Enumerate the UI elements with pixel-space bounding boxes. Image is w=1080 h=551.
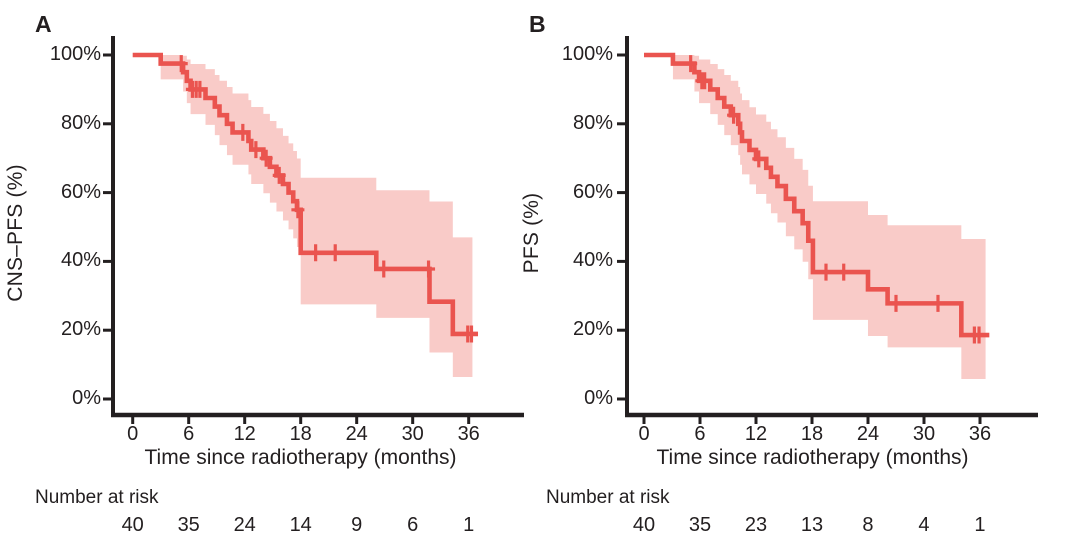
number-at-risk-count: 40 (632, 514, 656, 536)
panel-a-label: A (35, 11, 52, 37)
y-tick-label: 60% (572, 180, 613, 203)
number-at-risk-count: 14 (289, 514, 312, 536)
x-tick-label: 6 (183, 423, 195, 445)
x-tick-label: 12 (744, 423, 768, 445)
number-at-risk-count: 1 (974, 514, 986, 536)
censor-marks (684, 55, 986, 344)
y-tick-label: 0% (72, 387, 101, 409)
number-at-risk-count: 8 (862, 514, 874, 536)
y-tick-label: 80% (572, 111, 613, 134)
panel-b-label: B (529, 11, 546, 37)
number-at-risk-count: 35 (688, 514, 712, 536)
number-at-risk-count: 40 (121, 514, 144, 536)
y-tick-label: 20% (60, 318, 101, 341)
y-tick-label: 40% (572, 249, 613, 272)
x-tick-label: 30 (912, 423, 936, 445)
number-at-risk-count: 4 (918, 514, 930, 536)
panel-a-x-axis-title: Time since radiotherapy (months) (144, 446, 457, 469)
panel-b-number-at-risk-label: Number at risk (546, 487, 670, 508)
y-tick-label: 60% (60, 180, 101, 203)
panel-a-number-at-risk-label: Number at risk (35, 487, 159, 508)
x-tick-label: 18 (800, 423, 824, 445)
number-at-risk-count: 9 (351, 514, 363, 536)
y-tick-label: 80% (60, 111, 101, 134)
x-tick-label: 36 (457, 423, 480, 445)
x-tick-label: 6 (694, 423, 706, 445)
number-at-risk-count: 1 (463, 514, 475, 536)
confidence-band (672, 55, 986, 380)
x-tick-label: 0 (127, 423, 139, 445)
y-tick-label: 20% (572, 318, 613, 341)
confidence-band (160, 55, 473, 377)
number-at-risk-count: 23 (744, 514, 768, 536)
x-tick-label: 30 (401, 423, 424, 445)
number-at-risk-count: 24 (233, 514, 256, 536)
panel-b-x-axis-title: Time since radiotherapy (months) (656, 446, 969, 469)
y-tick-label: 0% (584, 387, 613, 409)
y-tick-label: 100% (561, 43, 613, 65)
x-tick-label: 18 (289, 423, 312, 445)
y-tick-label: 100% (49, 43, 101, 65)
number-at-risk-count: 35 (177, 514, 200, 536)
censor-marks (174, 55, 478, 343)
panel-b-y-axis-title: PFS (%) (520, 192, 543, 274)
y-tick-label: 40% (60, 249, 101, 272)
panel-a-y-axis-title: CNS–PFS (%) (4, 164, 27, 302)
x-tick-label: 24 (856, 423, 880, 445)
number-at-risk-count: 13 (800, 514, 824, 536)
survival-curve (644, 52, 990, 338)
x-tick-label: 0 (638, 423, 650, 445)
number-at-risk-count: 6 (407, 514, 419, 536)
x-tick-label: 12 (233, 423, 256, 445)
x-tick-label: 24 (345, 423, 368, 445)
x-tick-label: 36 (968, 423, 992, 445)
